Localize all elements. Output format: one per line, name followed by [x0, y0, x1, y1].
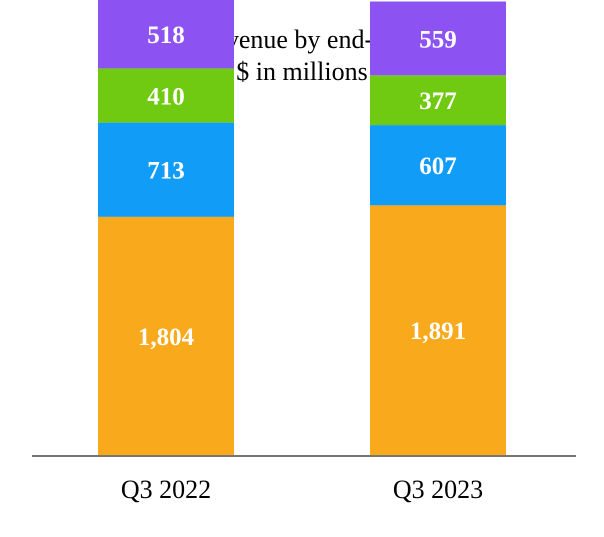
bar-segment: [370, 125, 506, 206]
category-label: Q3 2023: [393, 475, 483, 504]
chart-subtitle: $ in millions: [236, 57, 367, 86]
bar-segment: [98, 122, 234, 217]
data-label: 713: [147, 158, 185, 185]
bars-layer: 1,804 713 410 518 1,891 607 377 559: [98, 0, 506, 455]
bar-segment: [98, 68, 234, 123]
category-label: Q3 2022: [121, 475, 211, 504]
bar-segment: [370, 205, 506, 455]
data-label: 1,804: [138, 324, 195, 351]
data-label: 410: [147, 84, 185, 111]
data-label: 377: [419, 88, 457, 115]
data-label: 518: [147, 22, 185, 49]
bar-segment: [98, 0, 234, 69]
bar-segment: [370, 75, 506, 126]
data-label: 559: [419, 26, 457, 53]
bar-segment: [98, 216, 234, 455]
bar-segment: [370, 1, 506, 76]
data-label: 1,891: [410, 318, 466, 345]
data-label: 607: [419, 153, 457, 180]
category-labels: Q3 2022 Q3 2023: [121, 475, 483, 504]
